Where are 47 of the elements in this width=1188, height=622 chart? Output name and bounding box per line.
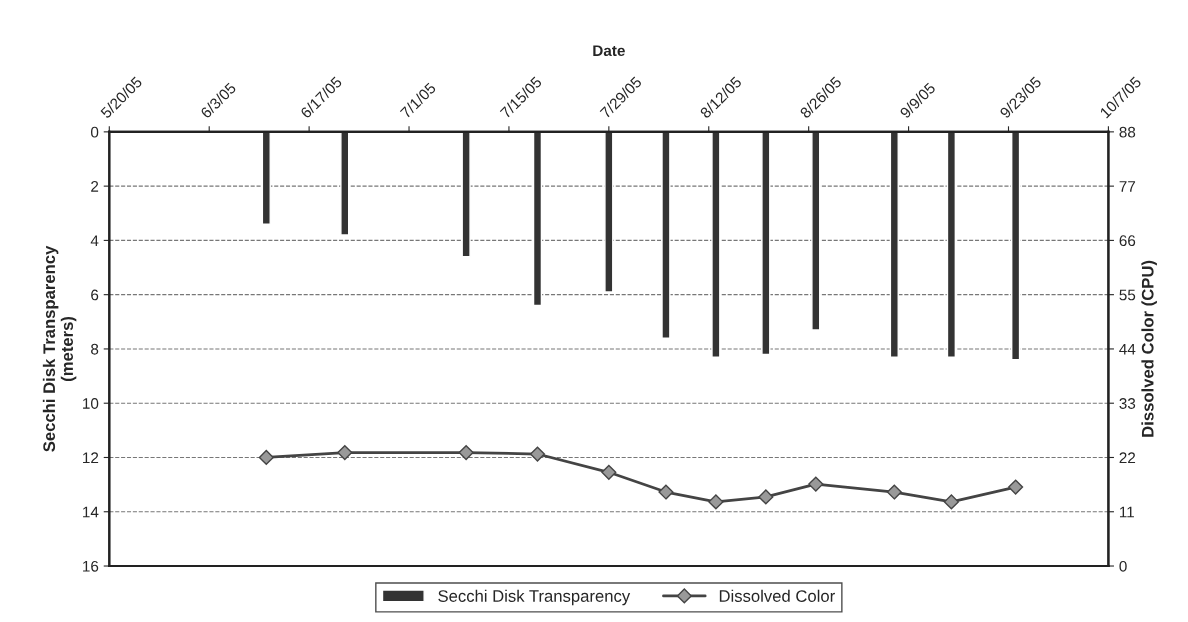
point	[258, 449, 274, 466]
y-axis-title: Secchi Disk Transparency (meters)	[42, 245, 77, 452]
y2-tick-label: 55	[1119, 289, 1136, 301]
bar	[261, 131, 271, 225]
point	[758, 489, 774, 505]
y2-axis-title: Dissolved Color (CPU)	[1141, 260, 1157, 437]
point	[337, 444, 353, 461]
y-tick-label: 12	[83, 452, 99, 464]
y-tick-label: 6	[91, 289, 99, 301]
y-tick-label: 4	[90, 235, 99, 246]
bar	[661, 131, 671, 339]
bar	[811, 131, 821, 331]
point	[943, 494, 959, 510]
y2-tick-label: 77	[1119, 181, 1136, 192]
y-tick-label: 8	[91, 343, 99, 355]
y-tick-label: 16	[83, 560, 99, 572]
y2-tick-label: 33	[1119, 398, 1136, 409]
y2-tick-label: 44	[1119, 343, 1136, 355]
y2-tick-label: 22	[1119, 452, 1136, 464]
bar	[946, 131, 957, 358]
y2-tick-label: 66	[1119, 235, 1136, 247]
y-tick-label: 0	[90, 126, 99, 138]
point	[708, 494, 724, 510]
bar	[889, 131, 899, 358]
point	[886, 484, 902, 500]
bar	[761, 131, 771, 356]
y-tick-label: 14	[83, 506, 99, 518]
y2-tick-label: 0	[1119, 560, 1127, 572]
bar	[711, 131, 721, 358]
bar	[340, 131, 350, 236]
y-tick-label: 2	[91, 181, 99, 192]
point	[529, 446, 546, 462]
y2-tick-label: 11	[1119, 506, 1134, 518]
point	[1008, 479, 1024, 495]
bar	[1011, 131, 1021, 361]
y-tick-label: 10	[83, 398, 99, 409]
point	[601, 464, 617, 480]
bar	[532, 131, 543, 307]
bar	[461, 131, 471, 258]
bar	[604, 131, 614, 293]
x-axis-title: Date	[593, 45, 625, 57]
point	[458, 444, 474, 461]
point	[658, 484, 674, 500]
legend-label: Secchi Disk Transparency	[438, 589, 631, 606]
point	[808, 476, 824, 492]
legend-label: Dissolved Color	[719, 589, 835, 602]
y2-tick-label: 88	[1119, 126, 1136, 138]
